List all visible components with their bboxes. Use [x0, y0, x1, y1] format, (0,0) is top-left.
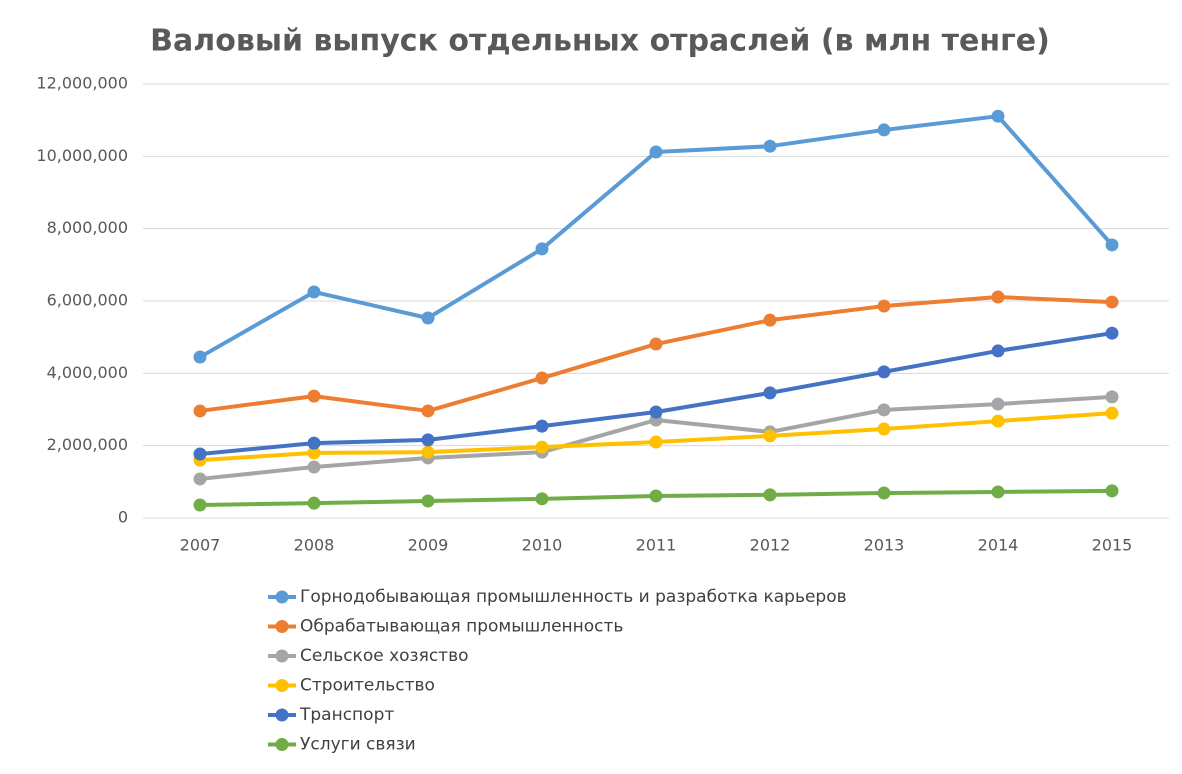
- data-point: [421, 311, 435, 325]
- data-point: [535, 492, 549, 506]
- data-point: [193, 472, 207, 486]
- legend-marker: [275, 590, 289, 604]
- data-point: [991, 109, 1005, 123]
- data-point: [193, 350, 207, 364]
- data-point: [877, 123, 891, 137]
- data-point: [877, 403, 891, 417]
- data-point: [193, 447, 207, 461]
- data-point: [421, 433, 435, 447]
- data-point: [307, 460, 321, 474]
- data-point: [763, 386, 777, 400]
- data-point: [991, 414, 1005, 428]
- legend-label: Транспорт: [299, 705, 394, 725]
- data-point: [649, 489, 663, 503]
- data-point: [649, 405, 663, 419]
- data-point: [193, 498, 207, 512]
- x-tick-label: 2008: [294, 536, 335, 555]
- data-point: [763, 139, 777, 153]
- legend-marker: [275, 738, 289, 751]
- data-point: [649, 337, 663, 351]
- y-tick-label: 0: [118, 508, 128, 527]
- data-point: [1105, 484, 1119, 498]
- y-tick-label: 6,000,000: [47, 291, 128, 310]
- data-point: [763, 429, 777, 443]
- data-point: [877, 299, 891, 313]
- data-point: [991, 485, 1005, 499]
- x-tick-label: 2010: [522, 536, 563, 555]
- data-point: [307, 389, 321, 403]
- y-tick-label: 2,000,000: [47, 435, 128, 454]
- y-tick-label: 10,000,000: [36, 146, 128, 165]
- data-point: [991, 290, 1005, 304]
- data-point: [877, 422, 891, 436]
- data-point: [421, 445, 435, 459]
- data-point: [1105, 406, 1119, 420]
- legend-marker: [275, 620, 289, 633]
- data-point: [763, 488, 777, 502]
- data-point: [1105, 295, 1119, 309]
- data-point: [877, 486, 891, 500]
- data-point: [535, 440, 549, 454]
- legend-marker: [275, 649, 289, 663]
- data-point: [193, 404, 207, 418]
- x-tick-label: 2014: [978, 536, 1019, 555]
- data-point: [307, 436, 321, 450]
- legend-label: Горнодобывающая промышленность и разрабо…: [300, 587, 847, 607]
- data-point: [763, 313, 777, 327]
- legend-label: Сельское хозяство: [300, 646, 469, 666]
- data-point: [991, 344, 1005, 358]
- data-point: [421, 404, 435, 418]
- data-point: [649, 435, 663, 449]
- x-tick-label: 2012: [750, 536, 791, 555]
- data-point: [307, 285, 321, 299]
- data-point: [991, 397, 1005, 411]
- data-point: [1105, 326, 1119, 340]
- x-tick-label: 2011: [636, 536, 677, 555]
- x-tick-label: 2015: [1092, 536, 1133, 555]
- data-point: [307, 446, 321, 460]
- x-tick-label: 2013: [864, 536, 905, 555]
- x-tick-label: 2007: [180, 536, 221, 555]
- chart-title: Валовый выпуск отдельных отраслей (в млн…: [150, 24, 1050, 59]
- data-point: [535, 371, 549, 385]
- y-tick-label: 8,000,000: [47, 218, 128, 237]
- data-point: [649, 145, 663, 159]
- legend-label: Услуги связи: [300, 735, 416, 755]
- y-tick-label: 4,000,000: [47, 363, 128, 382]
- legend-marker: [275, 679, 289, 692]
- legend-label: Строительство: [300, 676, 435, 696]
- x-tick-label: 2009: [408, 536, 449, 555]
- data-point: [1105, 390, 1119, 404]
- data-point: [877, 365, 891, 379]
- data-point: [535, 419, 549, 433]
- data-point: [535, 242, 549, 256]
- data-point: [307, 496, 321, 510]
- y-tick-label: 12,000,000: [36, 74, 128, 93]
- legend-marker: [275, 708, 289, 722]
- legend-label: Обрабатывающая промышленность: [300, 617, 623, 637]
- data-point: [1105, 238, 1119, 252]
- data-point: [421, 494, 435, 508]
